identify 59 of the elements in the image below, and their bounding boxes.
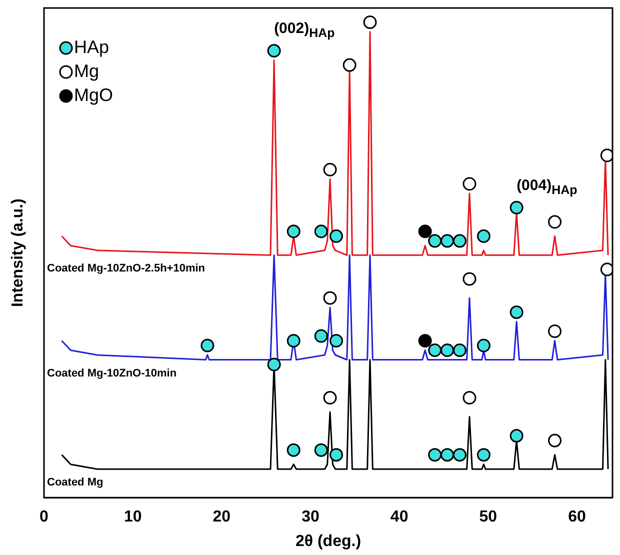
point xyxy=(462,272,476,286)
point xyxy=(600,262,612,276)
point xyxy=(286,443,300,457)
point xyxy=(314,224,328,238)
annotation: (004)$_{HAp}$ xyxy=(516,176,578,197)
point xyxy=(267,358,281,372)
point xyxy=(286,224,300,238)
x-axis-title: 2θ (deg.) xyxy=(295,532,362,550)
y-axis-title: Intensity (a.u.) xyxy=(9,198,26,308)
point xyxy=(510,200,524,214)
point xyxy=(462,391,476,405)
point xyxy=(418,334,432,348)
x-tick-label: 40 xyxy=(390,508,408,526)
point xyxy=(323,291,337,305)
x-tick-label: 20 xyxy=(212,508,231,526)
point xyxy=(452,234,466,248)
point xyxy=(200,338,214,352)
series-label: Coated Mg-10ZnO-2.5h+10min xyxy=(47,262,206,275)
point xyxy=(428,343,442,357)
x-tick-label: 10 xyxy=(124,508,142,526)
point xyxy=(476,338,490,352)
point xyxy=(548,434,562,448)
x-tick-label: 0 xyxy=(40,508,49,526)
point xyxy=(428,448,442,462)
x-tick-label: 30 xyxy=(302,508,320,526)
point xyxy=(548,215,562,229)
point xyxy=(329,448,343,462)
point xyxy=(329,229,343,243)
point xyxy=(476,448,490,462)
annotation: (002)$_{HAp}$ xyxy=(274,20,335,40)
point xyxy=(363,16,377,30)
point xyxy=(342,58,356,72)
x-tick-label: 60 xyxy=(568,508,586,526)
point xyxy=(323,391,337,405)
point xyxy=(440,448,454,462)
point xyxy=(440,343,454,357)
point xyxy=(267,44,281,58)
legend-label: MgO xyxy=(74,84,114,105)
point xyxy=(452,343,466,357)
point xyxy=(476,229,490,243)
point xyxy=(440,234,454,248)
legend-label: HAp xyxy=(74,36,110,57)
x-tick-label: 50 xyxy=(479,508,498,526)
point xyxy=(462,177,476,191)
point xyxy=(286,334,300,348)
point xyxy=(510,429,524,443)
point xyxy=(600,148,612,162)
series-label: Coated Mg-10ZnO-10min xyxy=(47,367,177,380)
point xyxy=(428,234,442,248)
series-label: Coated Mg xyxy=(47,476,104,489)
point xyxy=(314,443,328,457)
point xyxy=(452,448,466,462)
point xyxy=(418,224,432,238)
point xyxy=(323,162,337,176)
point xyxy=(510,305,524,319)
point xyxy=(548,324,562,338)
point xyxy=(329,334,343,348)
legend-label: Mg xyxy=(74,60,100,81)
point xyxy=(314,329,328,343)
